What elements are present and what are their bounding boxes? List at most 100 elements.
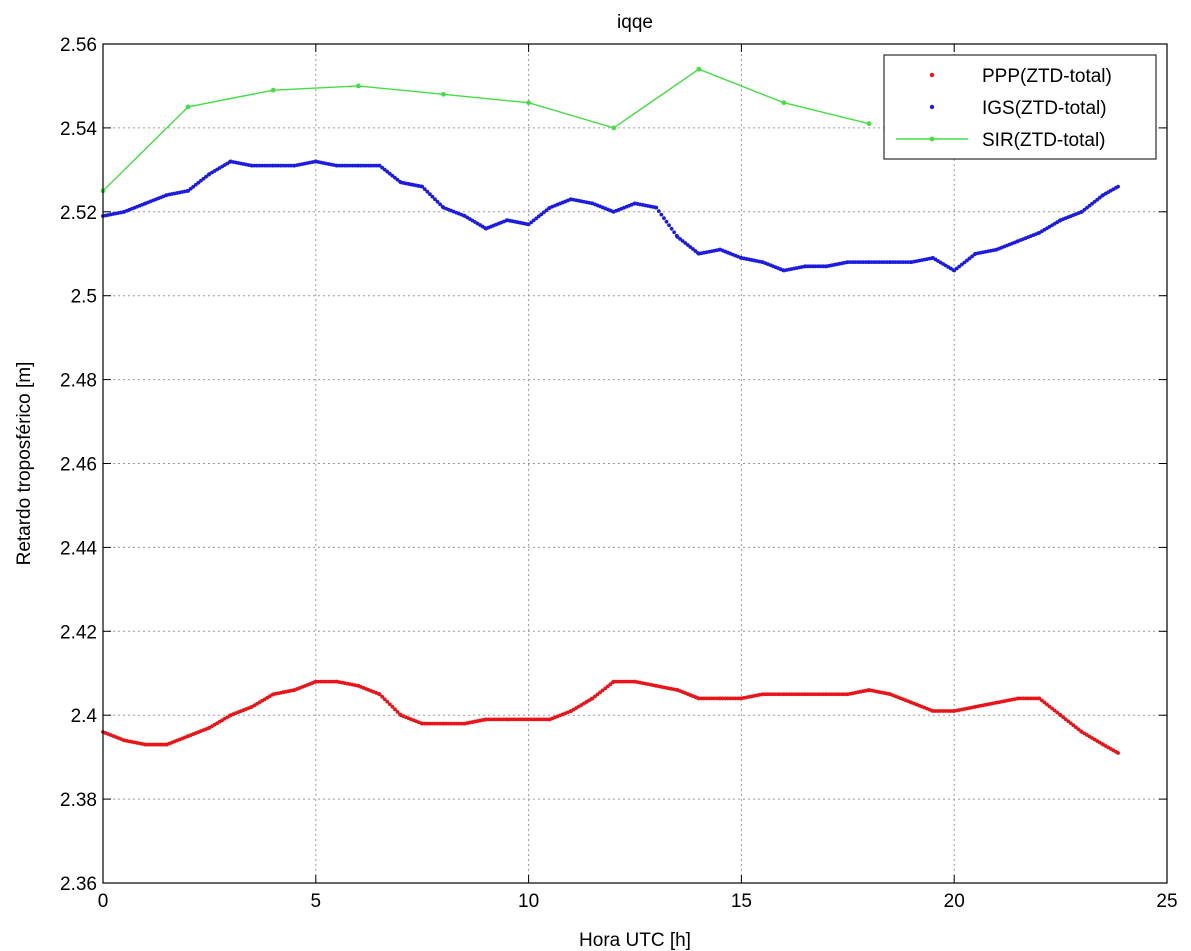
data-point (1090, 201, 1094, 206)
data-point (387, 171, 392, 176)
data-point (1039, 698, 1044, 703)
data-point (600, 688, 605, 693)
data-point (380, 694, 385, 699)
data-point (667, 223, 671, 228)
data-point (204, 174, 208, 179)
legend: PPP(ZTD-total) IGS(ZTD-total) SIR(ZTD-tota… (883, 54, 1157, 160)
data-point (1066, 719, 1071, 724)
data-point (438, 202, 442, 207)
data-point (693, 249, 698, 253)
data-point (605, 684, 610, 689)
data-point (387, 702, 392, 707)
series-2 (101, 159, 1120, 273)
data-point (1061, 715, 1066, 720)
y-tick-label: 2.44 (60, 538, 97, 559)
data-point (191, 184, 196, 189)
data-point (1097, 195, 1102, 200)
data-point (598, 690, 603, 695)
data-point (1047, 704, 1052, 709)
data-point (1076, 727, 1081, 732)
legend-item: PPP(ZTD-total) (929, 66, 1112, 87)
data-point (385, 169, 390, 174)
x-tick-label: 5 (311, 891, 322, 912)
axis-ticks: 0 5 10 15 20 25 2.36 2.38 2.4 2.42 2.44 2.46 2.48 2.5… (60, 35, 1178, 912)
data-point (1068, 721, 1073, 726)
data-point (382, 167, 387, 172)
data-point (430, 194, 435, 199)
data-point (270, 87, 276, 93)
data-point (595, 692, 600, 697)
x-tick-label: 0 (98, 891, 109, 912)
legend-label: PPP(ZTD-total) (982, 66, 1112, 87)
data-point (188, 186, 193, 191)
data-point (526, 100, 531, 106)
data-point (685, 243, 690, 247)
y-tick-label: 2.52 (60, 203, 97, 224)
data-point (385, 699, 390, 704)
legend-label: SIR(ZTD-total) (982, 130, 1106, 151)
data-point (186, 188, 191, 193)
data-point (1055, 710, 1060, 715)
series-layer (100, 66, 1120, 755)
legend-box (883, 54, 1157, 160)
data-point (1074, 725, 1078, 730)
chart-title: iqqe (617, 12, 653, 33)
data-point (395, 177, 400, 182)
y-tick-label: 2.5 (71, 287, 97, 308)
data-point (952, 268, 957, 273)
y-tick-label: 2.38 (60, 790, 97, 811)
data-point (377, 163, 382, 168)
data-point (656, 209, 661, 214)
data-point (866, 121, 872, 127)
data-point (377, 692, 382, 697)
data-point (531, 218, 536, 223)
data-point (675, 235, 680, 239)
data-point (690, 247, 695, 251)
data-point (185, 104, 191, 110)
x-tick-label: 15 (731, 891, 752, 912)
y-tick-label: 2.4 (71, 706, 98, 727)
legend-item: SIR(ZTD-total) (896, 130, 1106, 151)
data-point (422, 187, 427, 192)
data-point (1095, 197, 1100, 202)
y-tick-label: 2.36 (60, 874, 97, 895)
legend-swatch-marker (929, 136, 935, 142)
data-point (433, 197, 437, 202)
legend-swatch-marker (929, 72, 935, 78)
data-point (669, 226, 674, 231)
data-point (590, 696, 595, 701)
data-point (781, 100, 787, 106)
data-point (654, 205, 659, 210)
data-point (688, 245, 693, 249)
data-point (664, 219, 669, 224)
data-point (529, 220, 534, 225)
data-point (965, 258, 969, 263)
data-point (678, 237, 683, 241)
data-point (201, 176, 206, 181)
y-tick-label: 2.46 (60, 455, 97, 476)
series-3 (100, 66, 872, 194)
data-point (680, 239, 685, 243)
data-point (534, 216, 539, 221)
data-point (542, 210, 546, 215)
data-point (959, 262, 964, 267)
x-tick-label: 20 (944, 891, 965, 912)
data-point (1082, 207, 1087, 212)
data-point (198, 178, 203, 183)
data-point (954, 266, 959, 271)
data-point (696, 66, 702, 72)
data-point (611, 125, 617, 131)
data-point (193, 182, 198, 187)
data-point (957, 264, 962, 269)
data-point (1042, 700, 1047, 705)
data-point (1050, 706, 1054, 711)
data-point (967, 256, 972, 261)
y-tick-label: 2.54 (60, 119, 97, 140)
data-point (544, 208, 549, 213)
data-point (441, 91, 446, 97)
data-point (683, 241, 688, 245)
data-point (1052, 708, 1057, 713)
x-tick-label: 10 (518, 891, 539, 912)
data-point (1037, 696, 1042, 701)
data-point (1045, 702, 1049, 707)
